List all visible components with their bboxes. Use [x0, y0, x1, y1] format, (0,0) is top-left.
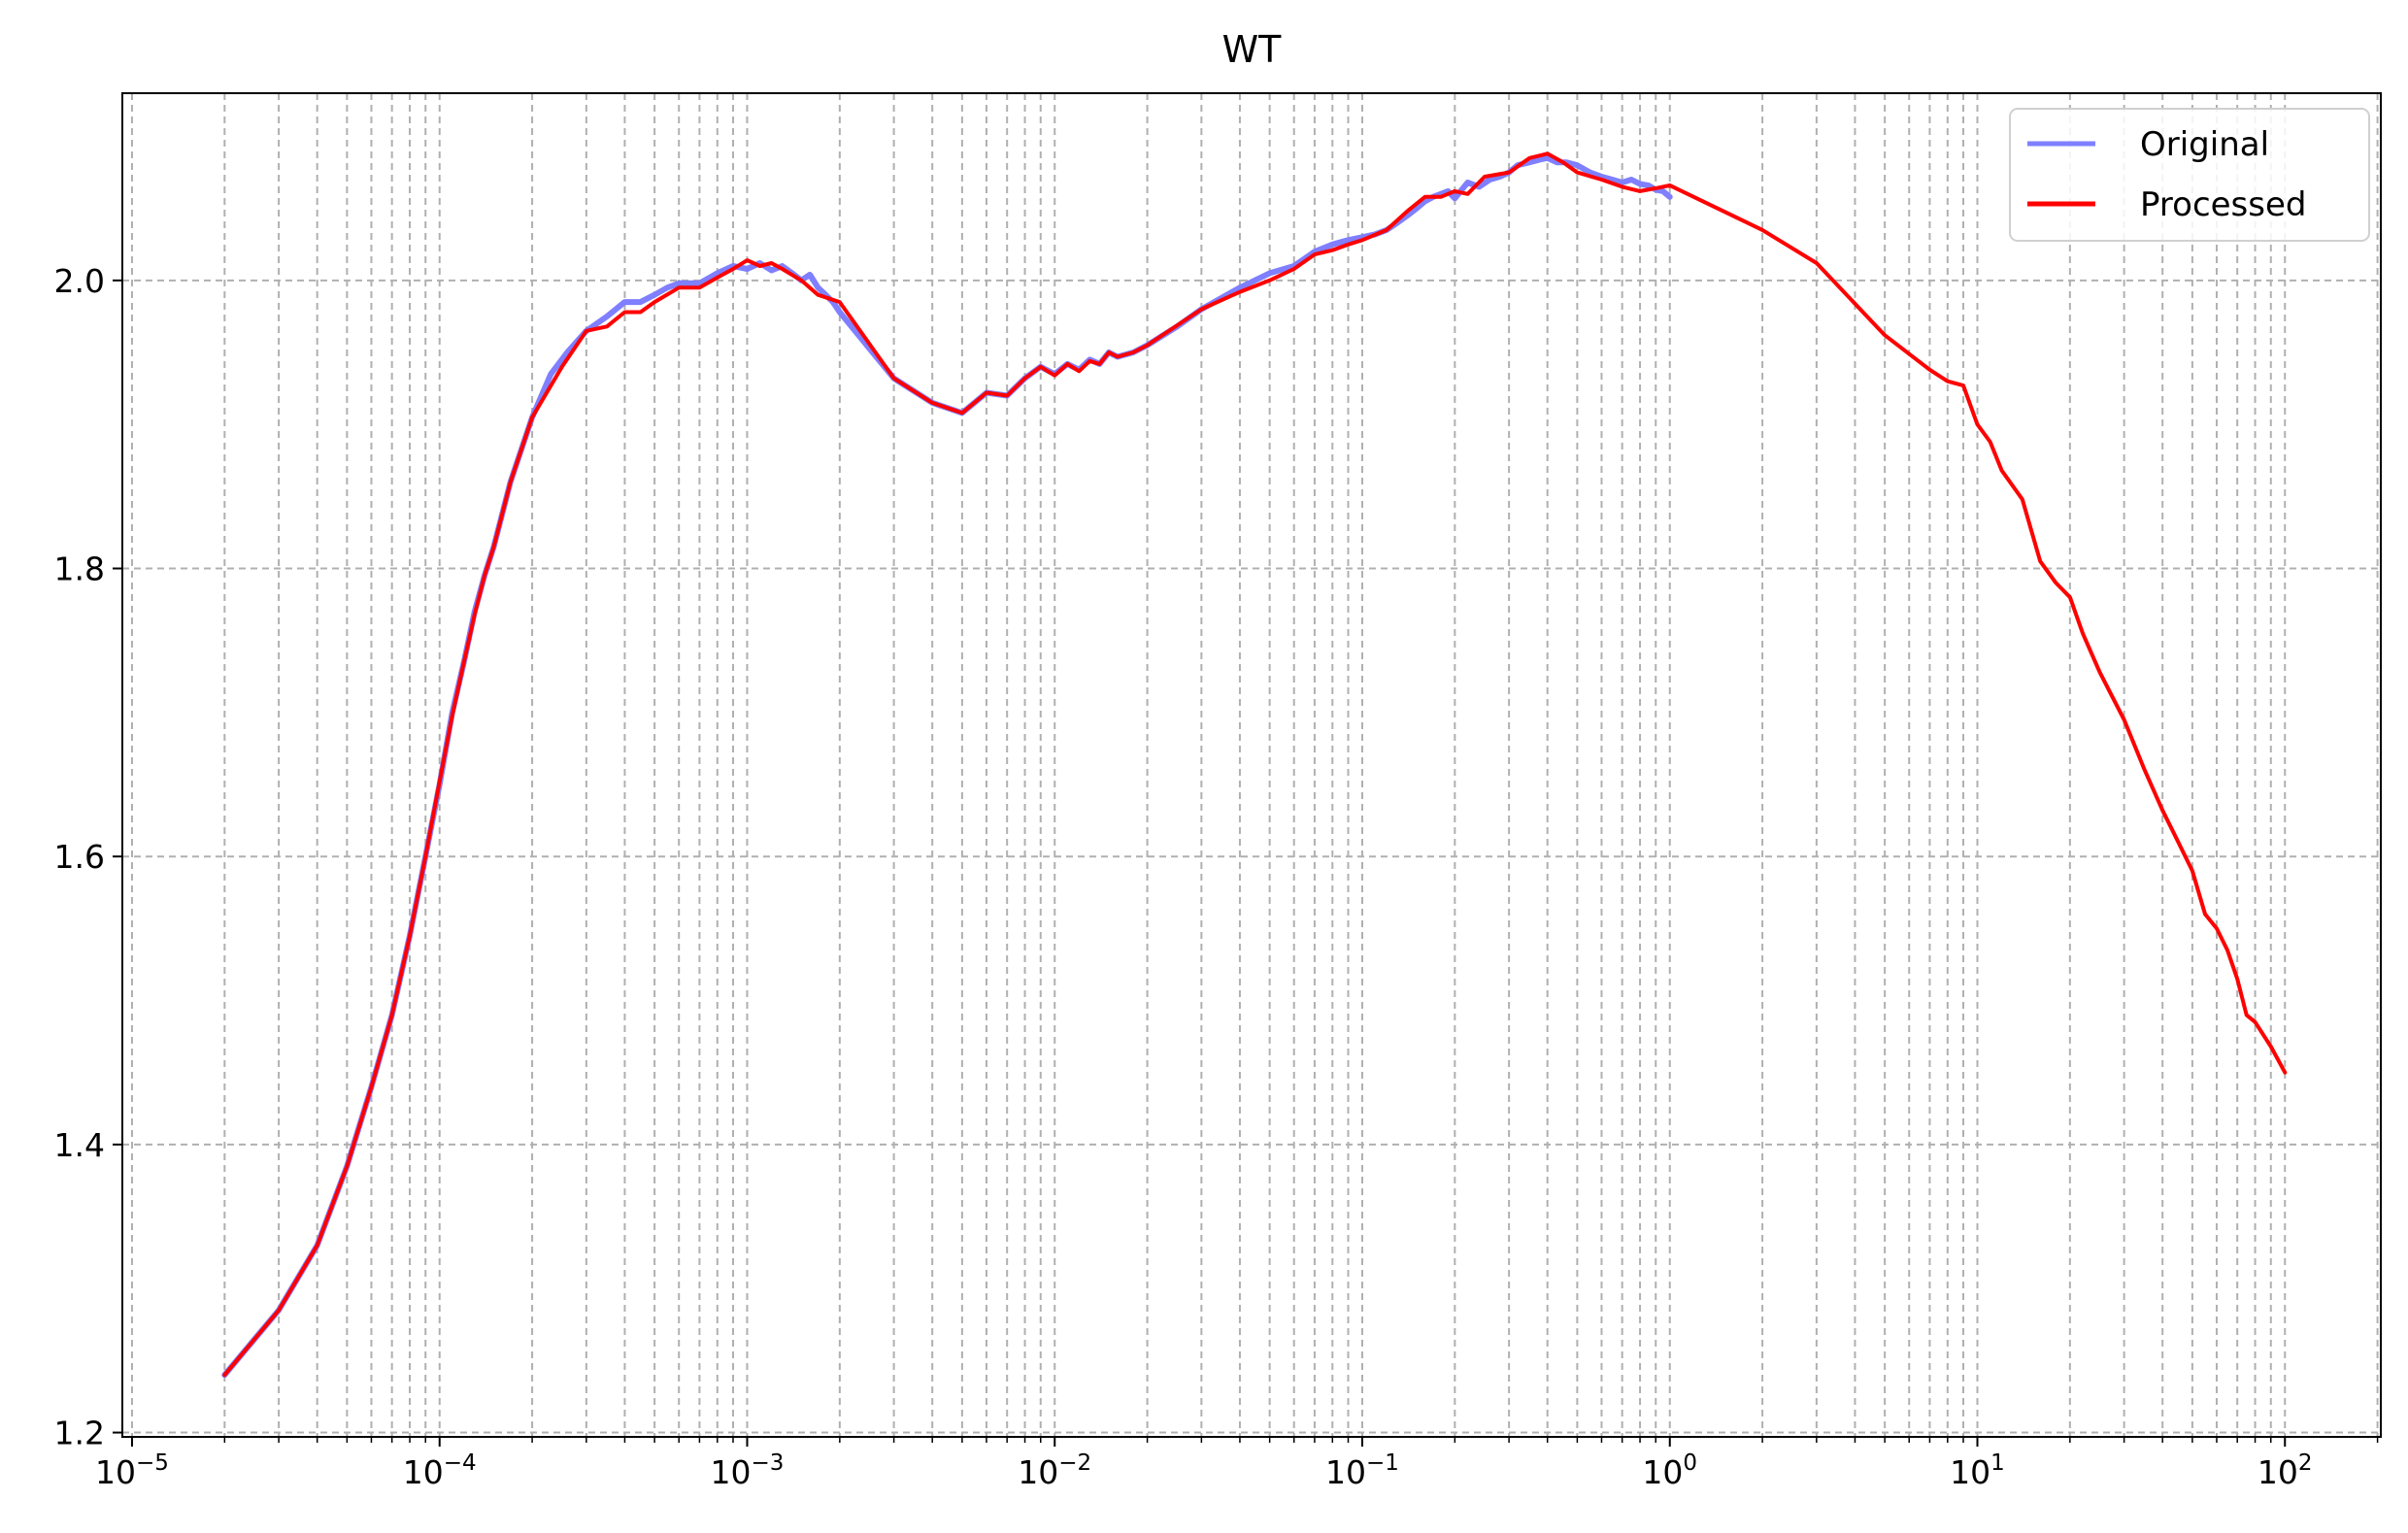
- x-tick-label: 101: [1950, 1450, 2005, 1491]
- series-layer: [221, 151, 2288, 1379]
- x-tick-label: 100: [1642, 1450, 1697, 1491]
- x-tick-label: 10−5: [95, 1450, 169, 1491]
- x-tick-label: 10−3: [711, 1450, 785, 1491]
- legend: Original Processed: [2009, 108, 2370, 242]
- x-tick-label: 10−4: [403, 1450, 477, 1491]
- x-tick-label: 102: [2258, 1450, 2313, 1491]
- chart-title: WT: [1222, 28, 1283, 71]
- y-tick-label: 1.2: [54, 1415, 105, 1452]
- x-tick-label: 10−1: [1325, 1450, 1399, 1491]
- tick-layer: 1.2 1.4 1.6 1.8 2.0 10−5 10−4 10−3 10−2 10−1 100 10…: [54, 262, 2379, 1491]
- legend-box: [2009, 108, 2370, 242]
- y-tick-label: 1.4: [54, 1126, 105, 1164]
- y-tick-label: 1.8: [54, 550, 105, 588]
- y-tick-label: 2.0: [54, 262, 105, 300]
- axes-frame: [121, 92, 2382, 1438]
- legend-label: Processed: [2140, 185, 2306, 224]
- x-tick-label: 10−2: [1018, 1450, 1091, 1491]
- series-line-processed: [222, 151, 2288, 1378]
- y-tick-label: 1.6: [54, 838, 105, 876]
- legend-label: Original: [2140, 125, 2269, 164]
- grid-layer: [122, 93, 2381, 1437]
